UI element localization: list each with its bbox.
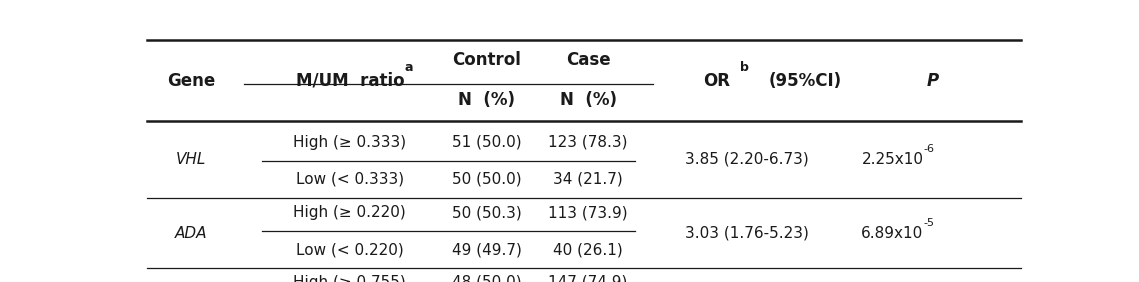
- Text: M/UM  ratio: M/UM ratio: [295, 72, 404, 89]
- Text: 123 (78.3): 123 (78.3): [548, 135, 628, 150]
- Text: 6.89x10: 6.89x10: [861, 226, 924, 241]
- Text: (95%CI): (95%CI): [769, 72, 842, 89]
- Text: 51 (50.0): 51 (50.0): [452, 135, 522, 150]
- Text: 40 (26.1): 40 (26.1): [554, 243, 623, 257]
- Text: P: P: [926, 72, 939, 89]
- Text: 50 (50.3): 50 (50.3): [452, 206, 522, 221]
- Text: Control: Control: [452, 51, 521, 69]
- Text: -5: -5: [924, 218, 935, 228]
- Text: N  (%): N (%): [559, 91, 616, 109]
- Text: OR: OR: [703, 72, 730, 89]
- Text: High (≥ 0.755): High (≥ 0.755): [294, 275, 407, 282]
- Text: 2.25x10: 2.25x10: [861, 152, 924, 167]
- Text: -6: -6: [924, 144, 935, 155]
- Text: ADA: ADA: [174, 226, 207, 241]
- Text: VHL: VHL: [175, 152, 206, 167]
- Text: 3.85 (2.20-6.73): 3.85 (2.20-6.73): [686, 152, 809, 167]
- Text: Case: Case: [566, 51, 611, 69]
- Text: b: b: [740, 61, 748, 74]
- Text: High (≥ 0.333): High (≥ 0.333): [293, 135, 407, 150]
- Text: 3.03 (1.76-5.23): 3.03 (1.76-5.23): [685, 226, 809, 241]
- Text: High (≥ 0.220): High (≥ 0.220): [294, 206, 407, 221]
- Text: 50 (50.0): 50 (50.0): [452, 172, 522, 187]
- Text: a: a: [404, 61, 413, 74]
- Text: 147 (74.9): 147 (74.9): [549, 275, 628, 282]
- Text: 34 (21.7): 34 (21.7): [554, 172, 623, 187]
- Text: Gene: Gene: [166, 72, 215, 89]
- Text: Low (< 0.333): Low (< 0.333): [296, 172, 404, 187]
- Text: 48 (50.0): 48 (50.0): [452, 275, 522, 282]
- Text: 49 (49.7): 49 (49.7): [452, 243, 522, 257]
- Text: 113 (73.9): 113 (73.9): [548, 206, 628, 221]
- Text: N  (%): N (%): [458, 91, 515, 109]
- Text: Low (< 0.220): Low (< 0.220): [296, 243, 403, 257]
